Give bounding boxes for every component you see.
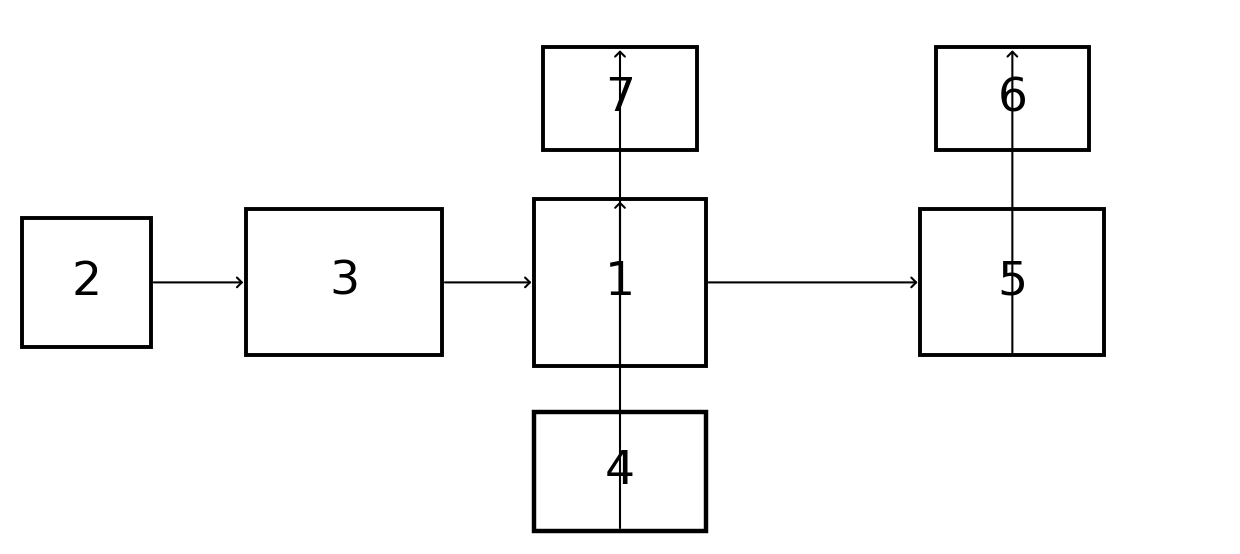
Text: 4: 4 <box>605 449 635 494</box>
Text: 1: 1 <box>605 260 635 305</box>
Text: 7: 7 <box>605 76 635 121</box>
Text: 2: 2 <box>72 260 102 305</box>
Text: 6: 6 <box>997 76 1028 121</box>
Bar <box>534 199 706 366</box>
Bar <box>920 209 1105 355</box>
Text: 5: 5 <box>997 260 1028 305</box>
Bar <box>22 218 151 347</box>
Bar <box>534 412 706 531</box>
Text: 3: 3 <box>329 260 360 305</box>
Bar <box>936 48 1089 150</box>
Bar <box>543 48 697 150</box>
Bar <box>246 209 443 355</box>
